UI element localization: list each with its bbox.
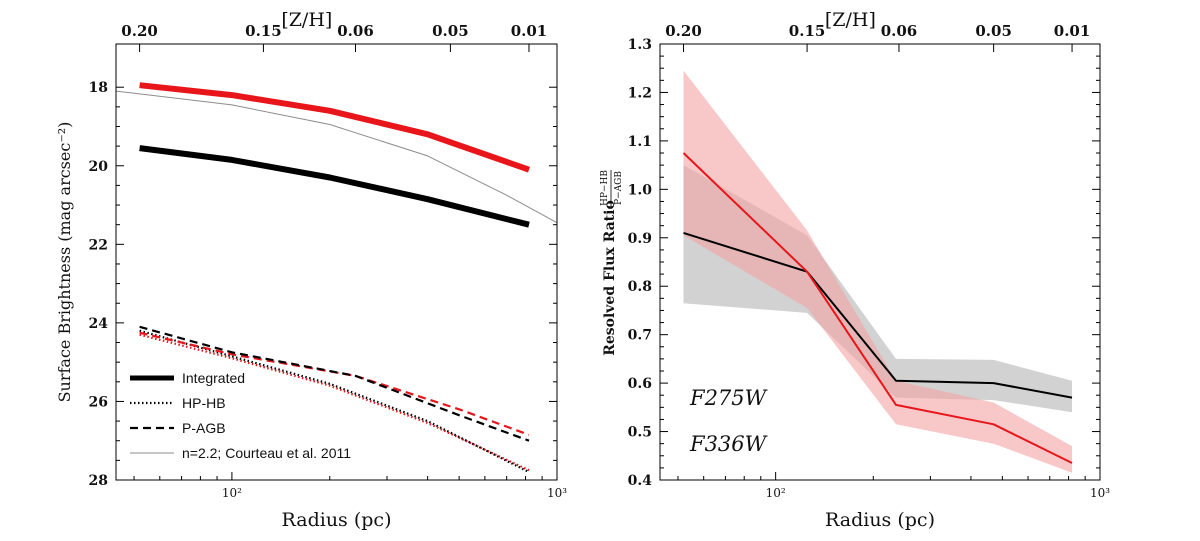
y-tick-label: 1.1 (628, 134, 652, 150)
y-tick-label: 0.9 (628, 231, 652, 247)
top-tick-label: 0.06 (881, 22, 918, 40)
y-tick-label: 28 (89, 473, 108, 489)
y-axis-label: Resolved Flux Ratio (602, 200, 618, 356)
top-axis-label: [Z/H] (281, 9, 332, 31)
y-tick-label: 0.6 (628, 376, 652, 392)
series-line-p-agb (139, 331, 530, 436)
top-tick-label: 0.01 (1054, 22, 1091, 40)
y-axis-label-denominator: P−AGB (614, 171, 624, 205)
flux-ratio-panel: 10² 10³ Radius (pc) 0.20 0.15 0.06 0.05 0.01 [Z/… (600, 9, 1110, 531)
series-line-integrated (139, 145, 530, 228)
surface-brightness-panel: 10² 10³ Radius (pc) 0.20 0.15 0.06 0.05 0.01 [Z/… (55, 9, 567, 531)
y-tick-label: 1.2 (628, 85, 652, 101)
y-tick-label: 0.5 (628, 425, 652, 441)
y-tick-label: 26 (89, 394, 108, 410)
series-line-f275w (683, 231, 1073, 399)
legend-label-f336w: F336W (689, 432, 769, 456)
y-tick-label: 22 (89, 237, 108, 253)
plot-area (116, 82, 557, 474)
y-tick-label: 0.7 (628, 328, 652, 344)
y-tick-label: 0.8 (628, 279, 652, 295)
y-tick-label: 1.3 (628, 37, 652, 53)
top-tick-label: 0.01 (511, 22, 548, 40)
series-line-hp-hb (139, 329, 530, 474)
legend-label-integrated: Integrated (182, 370, 245, 386)
series-line-p-agb (139, 325, 530, 442)
y-tick-label: 24 (89, 316, 109, 332)
plot-frame (115, 43, 558, 481)
x-axis-label: Radius (pc) (282, 509, 392, 531)
top-tick-label: 0.05 (432, 22, 469, 40)
error-band-f336w (683, 70, 1072, 473)
legend-label-hp-hb: HP-HB (182, 395, 226, 411)
y-axis-label-numerator: HP−HB (600, 170, 610, 206)
top-tick-label: 0.20 (121, 22, 158, 40)
legend-label-p-agb: P-AGB (182, 420, 226, 436)
series-line-integrated (139, 82, 530, 173)
y-tick-label: 20 (89, 159, 109, 175)
y-tick-label: 18 (89, 80, 108, 96)
legend-label-f275w: F275W (689, 386, 769, 410)
top-axis-label: [Z/H] (825, 9, 876, 31)
x-axis-label: Radius (pc) (825, 509, 935, 531)
y-axis-label: Surface Brightness (mag arcsec⁻²) (55, 122, 74, 403)
y-tick-label: 1.0 (628, 182, 653, 198)
x-tick-label: 10² (222, 486, 242, 500)
top-tick-label: 0.15 (245, 22, 282, 40)
x-tick-label: 10³ (547, 486, 567, 500)
series-line-f336w (682, 152, 1073, 464)
series-line-n-2-2-courteau-et-al-2011 (116, 90, 557, 224)
plot-area (682, 70, 1073, 473)
top-tick-label: 0.20 (665, 22, 702, 40)
top-tick-label: 0.05 (975, 22, 1012, 40)
legend-label-n-2-2-courteau-et-al-2011: n=2.2; Courteau et al. 2011 (182, 445, 351, 461)
top-tick-label: 0.15 (789, 22, 826, 40)
top-tick-label: 0.06 (337, 22, 374, 40)
y-tick-label: 0.4 (628, 473, 653, 489)
series-line-hp-hb (139, 333, 530, 472)
x-tick-label: 10³ (1090, 486, 1110, 500)
x-tick-label: 10² (766, 486, 786, 500)
